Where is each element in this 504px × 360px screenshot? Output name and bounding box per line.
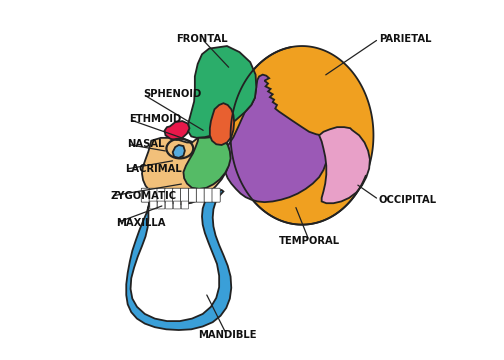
Polygon shape — [142, 135, 230, 204]
Text: TEMPORAL: TEMPORAL — [279, 236, 340, 246]
FancyBboxPatch shape — [181, 201, 188, 209]
Polygon shape — [183, 137, 230, 189]
FancyBboxPatch shape — [173, 188, 181, 202]
FancyBboxPatch shape — [196, 188, 205, 202]
FancyBboxPatch shape — [157, 188, 165, 202]
Polygon shape — [164, 121, 190, 140]
Text: ZYGOMATIC: ZYGOMATIC — [111, 191, 177, 201]
Polygon shape — [188, 46, 257, 138]
FancyBboxPatch shape — [180, 188, 189, 202]
FancyBboxPatch shape — [188, 188, 197, 202]
Text: SPHENOID: SPHENOID — [143, 89, 201, 99]
Text: PARIETAL: PARIETAL — [379, 34, 431, 44]
Text: LACRIMAL: LACRIMAL — [125, 164, 182, 174]
FancyBboxPatch shape — [212, 188, 220, 202]
Text: ETHMOID: ETHMOID — [129, 114, 181, 124]
FancyBboxPatch shape — [173, 201, 180, 209]
Polygon shape — [127, 190, 231, 330]
Polygon shape — [223, 75, 327, 202]
Polygon shape — [319, 127, 370, 203]
Text: NASAL: NASAL — [127, 139, 164, 149]
Text: FRONTAL: FRONTAL — [176, 34, 228, 44]
Polygon shape — [230, 46, 373, 225]
Text: OCCIPITAL: OCCIPITAL — [379, 195, 437, 204]
Polygon shape — [173, 145, 185, 158]
FancyBboxPatch shape — [165, 201, 173, 209]
Polygon shape — [210, 103, 234, 145]
FancyBboxPatch shape — [204, 188, 212, 202]
FancyBboxPatch shape — [141, 188, 150, 202]
Text: MAXILLA: MAXILLA — [116, 218, 166, 228]
FancyBboxPatch shape — [165, 188, 173, 202]
FancyBboxPatch shape — [149, 188, 157, 202]
FancyBboxPatch shape — [150, 201, 157, 209]
FancyBboxPatch shape — [158, 201, 165, 209]
Text: MANDIBLE: MANDIBLE — [198, 330, 256, 341]
